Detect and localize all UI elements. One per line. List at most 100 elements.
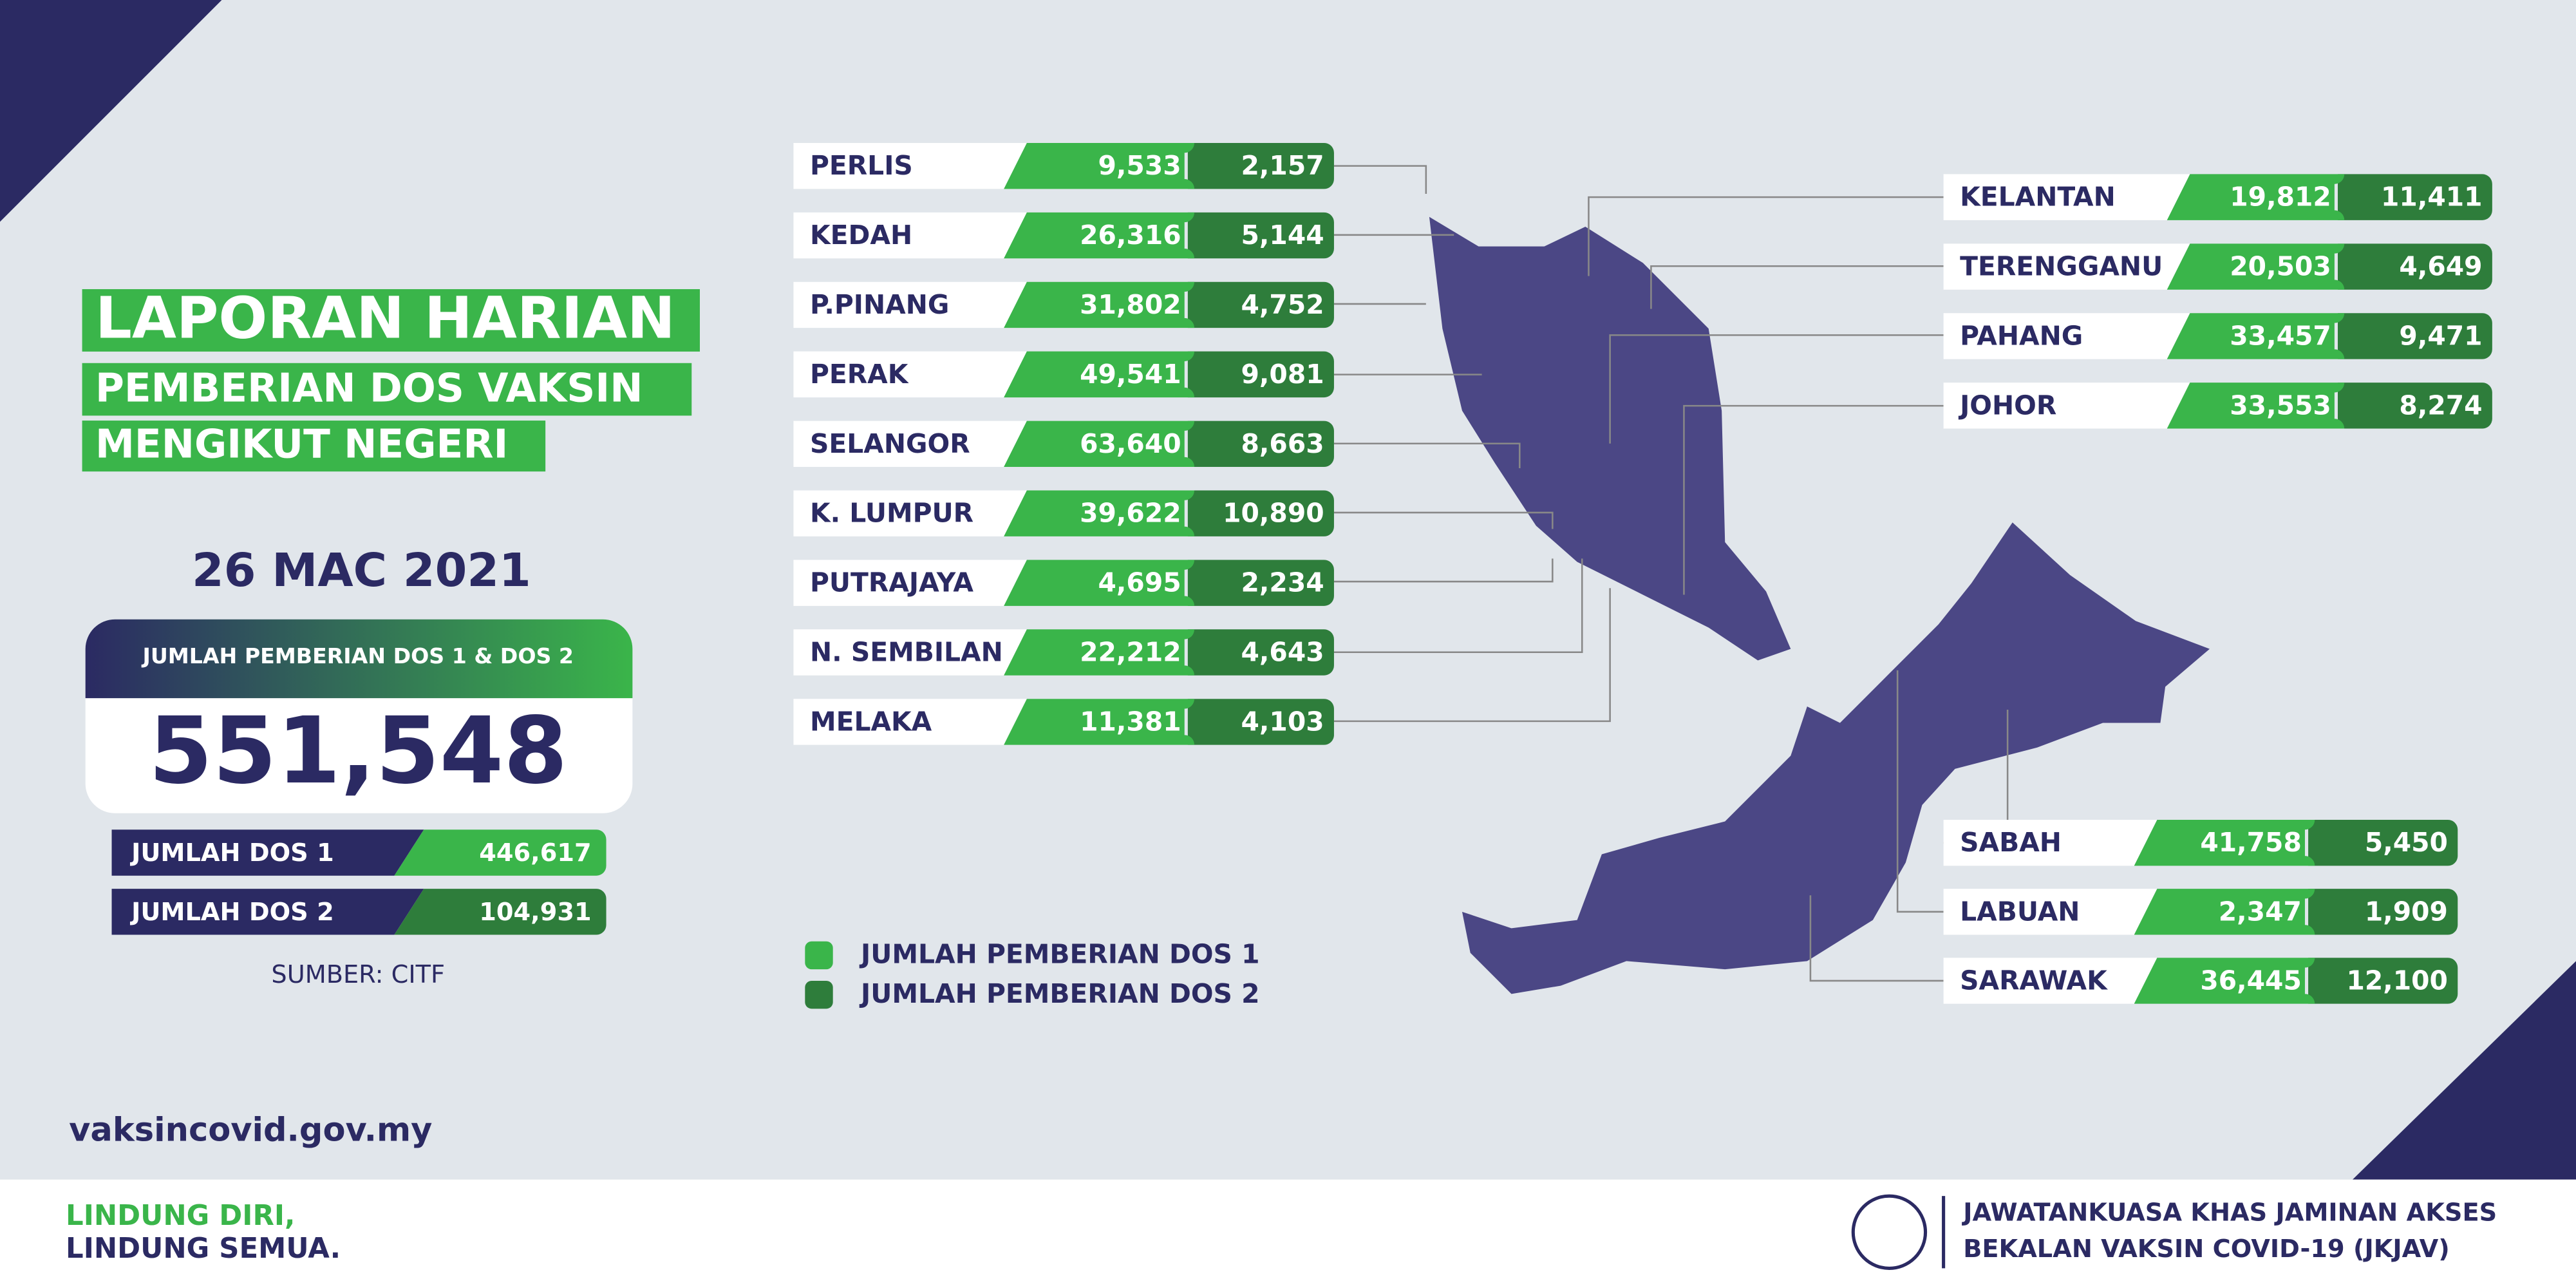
- dose2-value: 12,100: [2346, 965, 2448, 996]
- dose1-box: [1004, 212, 1195, 259]
- state-name: TERENGGANU: [1960, 251, 2163, 282]
- dose1-box: [2134, 958, 2315, 1004]
- title-box: [82, 289, 700, 352]
- dose2-box: [1187, 560, 1334, 606]
- title: LAPORAN HARIAN: [95, 285, 675, 352]
- name-box: [793, 281, 1027, 328]
- name-box: [793, 560, 1027, 606]
- dose1-value: 9,533: [1098, 150, 1181, 181]
- legend-swatch: [805, 980, 833, 1009]
- website[interactable]: vaksincovid.gov.my: [69, 1112, 432, 1150]
- state-name: PAHANG: [1960, 320, 2083, 351]
- total-label: JUMLAH PEMBERIAN DOS 1 & DOS 2: [142, 643, 574, 668]
- dose1-value: 31,802: [1080, 289, 1181, 320]
- dose2-value: 4,752: [1241, 289, 1324, 320]
- legend-swatch: [805, 941, 833, 970]
- name-box: [793, 142, 1027, 189]
- date: 26 MAC 2021: [192, 544, 531, 597]
- borneo: [1462, 522, 2210, 994]
- slogan: LINDUNG DIRI,: [66, 1200, 295, 1232]
- dose1-box: [1004, 421, 1195, 468]
- dose1-value: 36,445: [2200, 965, 2302, 996]
- agency: JAWATANKUASA KHAS JAMINAN AKSES: [1961, 1198, 2497, 1227]
- dose1-value: 19,812: [2230, 182, 2331, 213]
- dose-value: 446,617: [479, 838, 591, 867]
- name-box: [793, 421, 1027, 468]
- state-name: PUTRAJAYA: [810, 567, 973, 598]
- dose1-value: 26,316: [1080, 220, 1181, 251]
- dose2-value: 2,234: [1241, 567, 1324, 598]
- dose1-value: 39,622: [1080, 498, 1181, 529]
- dose1-value: 63,640: [1080, 428, 1181, 459]
- dose1-value: 4,695: [1098, 567, 1181, 598]
- dose1-value: 33,457: [2230, 320, 2331, 351]
- state-name: P.PINANG: [810, 289, 949, 320]
- dose1-box: [1004, 490, 1195, 536]
- state-name: KEDAH: [810, 220, 912, 251]
- dose2-value: 8,274: [2399, 390, 2482, 421]
- title-box: [82, 363, 692, 416]
- leaders: [1333, 165, 2009, 982]
- dose2-box: [2338, 313, 2492, 359]
- name-box: [793, 490, 1027, 536]
- title: MENGIKUT NEGERI: [95, 421, 508, 467]
- name-box: [1943, 243, 2190, 290]
- name-box: [793, 351, 1027, 398]
- dose2-value: 2,157: [1241, 150, 1324, 181]
- dose2-value: 5,144: [1241, 220, 1324, 251]
- dose1-box: [1004, 629, 1195, 676]
- dose1-value: 41,758: [2200, 827, 2302, 858]
- state-name: SELANGOR: [810, 428, 970, 459]
- state-name: N. SEMBILAN: [810, 637, 1003, 668]
- name-box: [793, 699, 1027, 745]
- dose2-box: [2308, 819, 2458, 866]
- state-name: SARAWAK: [1960, 965, 2108, 996]
- slogan: LINDUNG SEMUA.: [66, 1233, 341, 1265]
- dose2-value: 4,103: [1241, 706, 1324, 737]
- dose1-box: [1004, 281, 1195, 328]
- state-name: KELANTAN: [1960, 182, 2116, 213]
- dose-value: 104,931: [479, 898, 591, 927]
- dose2-value: 11,411: [2381, 182, 2483, 213]
- dose2-box: [1187, 490, 1334, 536]
- dose-label: JUMLAH DOS 1: [129, 838, 334, 867]
- dose-label: JUMLAH DOS 2: [129, 898, 334, 927]
- dose2-value: 1,909: [2365, 896, 2448, 927]
- dose1-value: 20,503: [2230, 251, 2331, 282]
- state-name: PERLIS: [810, 150, 913, 181]
- dose2-box: [1187, 421, 1334, 468]
- state-name: MELAKA: [810, 706, 932, 737]
- corner: [2352, 961, 2576, 1180]
- dose2-value: 8,663: [1241, 428, 1324, 459]
- dose2-box: [1187, 699, 1334, 745]
- dose1-value: 22,212: [1080, 637, 1181, 668]
- dose1-box: [2167, 243, 2345, 290]
- name-box: [1943, 958, 2158, 1004]
- dose1-box: [2167, 313, 2345, 359]
- name-box: [793, 212, 1027, 259]
- dose-value-box: [394, 889, 606, 935]
- dose-label-box: [111, 829, 424, 876]
- dose-value-box: [394, 829, 606, 876]
- dose1-box: [2167, 174, 2345, 220]
- agency: BEKALAN VAKSIN COVID-19 (JKJAV): [1963, 1235, 2450, 1264]
- emblem: [1851, 1194, 1928, 1270]
- dose2-box: [2308, 889, 2458, 935]
- dose2-box: [1187, 351, 1334, 398]
- title: PEMBERIAN DOS VAKSIN: [95, 366, 643, 412]
- name-box: [793, 629, 1027, 676]
- dose2-box: [1187, 281, 1334, 328]
- dose2-value: 4,643: [1241, 637, 1324, 668]
- dose1-box: [1004, 351, 1195, 398]
- dose2-value: 9,471: [2399, 320, 2482, 351]
- dose2-box: [1187, 142, 1334, 189]
- state-rows: PERLIS 9,533 2,157 KEDAH 26,316 5,144 P.PINANG…: [793, 142, 2492, 1004]
- total-value: 551,548: [149, 697, 568, 804]
- dose2-box: [2338, 243, 2492, 290]
- name-box: [1943, 383, 2190, 429]
- dose1-value: 49,541: [1080, 359, 1181, 390]
- title-box: [82, 421, 546, 472]
- legend-label: JUMLAH PEMBERIAN DOS 1: [859, 939, 1259, 970]
- dose1-box: [2167, 383, 2345, 429]
